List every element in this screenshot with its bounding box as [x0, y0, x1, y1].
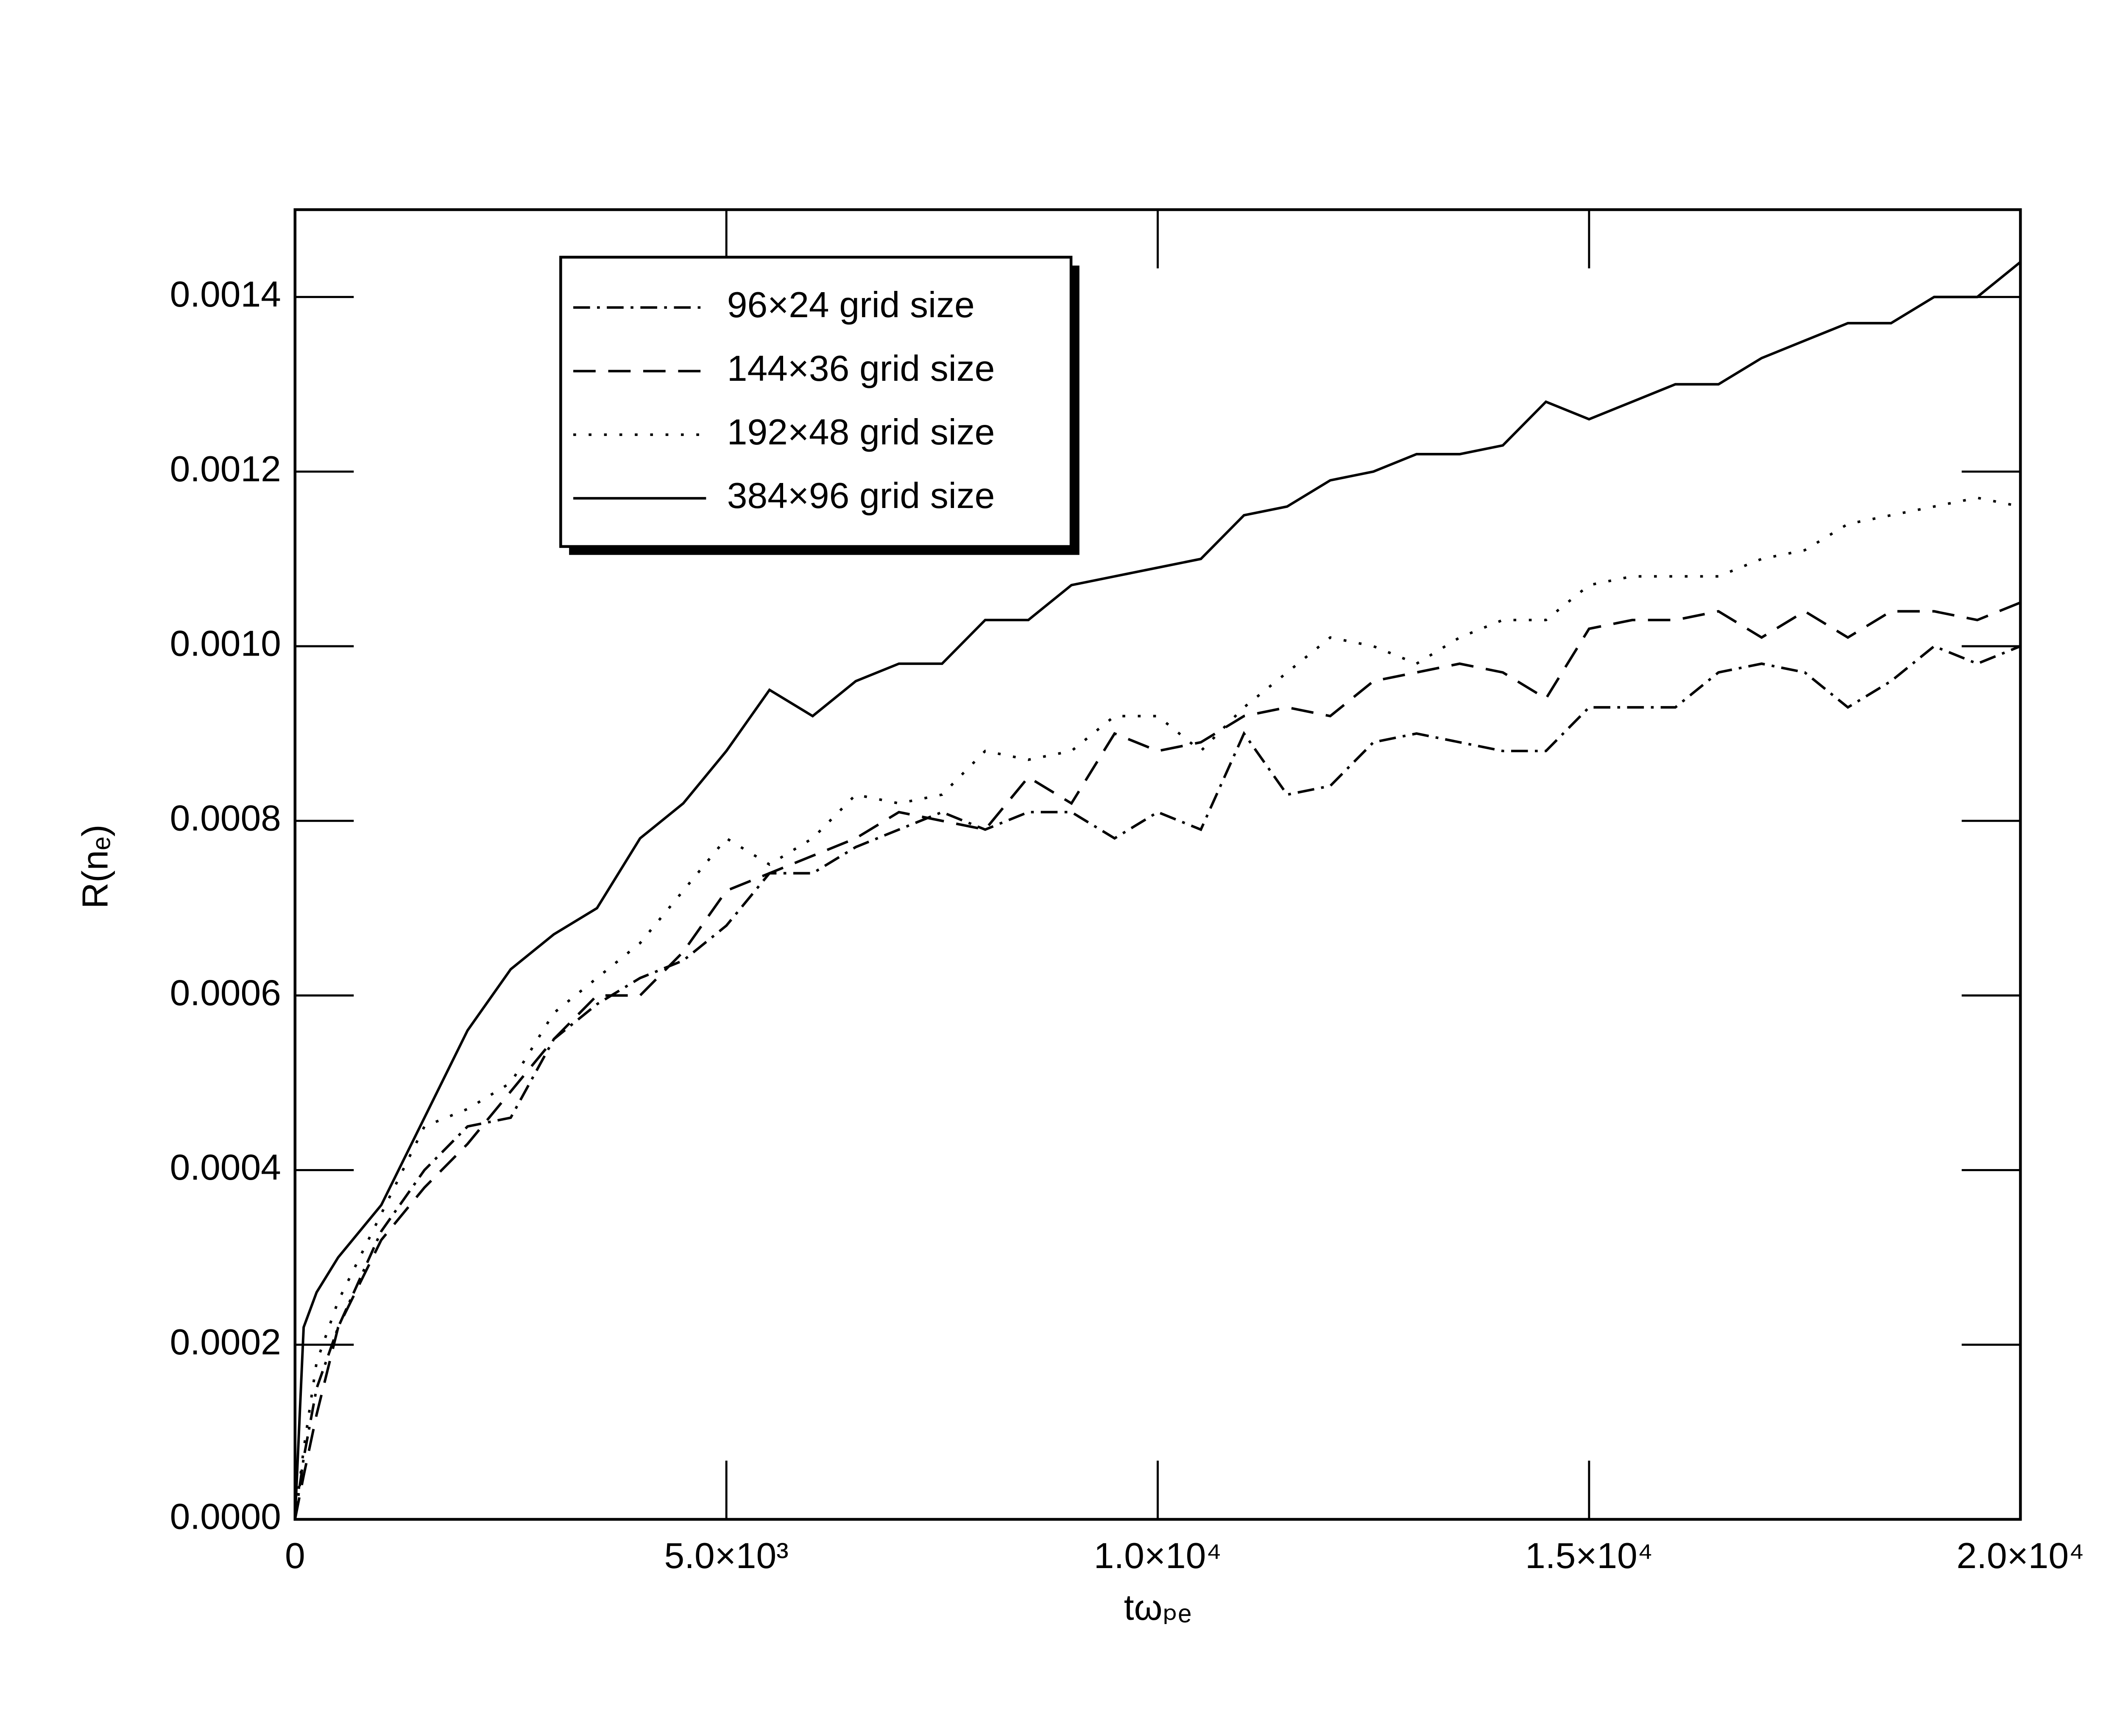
y-tick-label: 0.0000 — [170, 1496, 281, 1537]
y-axis-label: R(nₑ) — [75, 824, 115, 908]
legend-label: 384×96 grid size — [727, 475, 995, 516]
series-line — [293, 601, 2021, 1520]
y-tick-label: 0.0012 — [170, 449, 281, 489]
series-line — [293, 496, 2021, 1520]
legend-label: 192×48 grid size — [727, 412, 995, 452]
x-tick-label: 0 — [285, 1535, 305, 1576]
series-line — [293, 645, 2021, 1520]
legend-label: 96×24 grid size — [727, 285, 975, 325]
legend-label: 144×36 grid size — [727, 348, 995, 389]
y-tick-label: 0.0006 — [170, 972, 281, 1013]
plot-frame — [293, 208, 2022, 1521]
y-tick-label: 0.0008 — [170, 798, 281, 838]
x-tick-label: 1.5×10⁴ — [1525, 1535, 1653, 1576]
x-axis-label: tωₚₑ — [1124, 1587, 1191, 1628]
y-tick-label: 0.0004 — [170, 1147, 281, 1188]
y-tick-label: 0.0002 — [170, 1322, 281, 1362]
series-line — [293, 261, 2022, 1520]
y-tick-label: 0.0010 — [170, 623, 281, 664]
x-tick-label: 2.0×10⁴ — [1956, 1535, 2084, 1576]
x-tick-label: 5.0×10³ — [664, 1535, 789, 1576]
x-tick-label: 1.0×10⁴ — [1094, 1535, 1222, 1576]
y-tick-label: 0.0014 — [170, 274, 281, 315]
